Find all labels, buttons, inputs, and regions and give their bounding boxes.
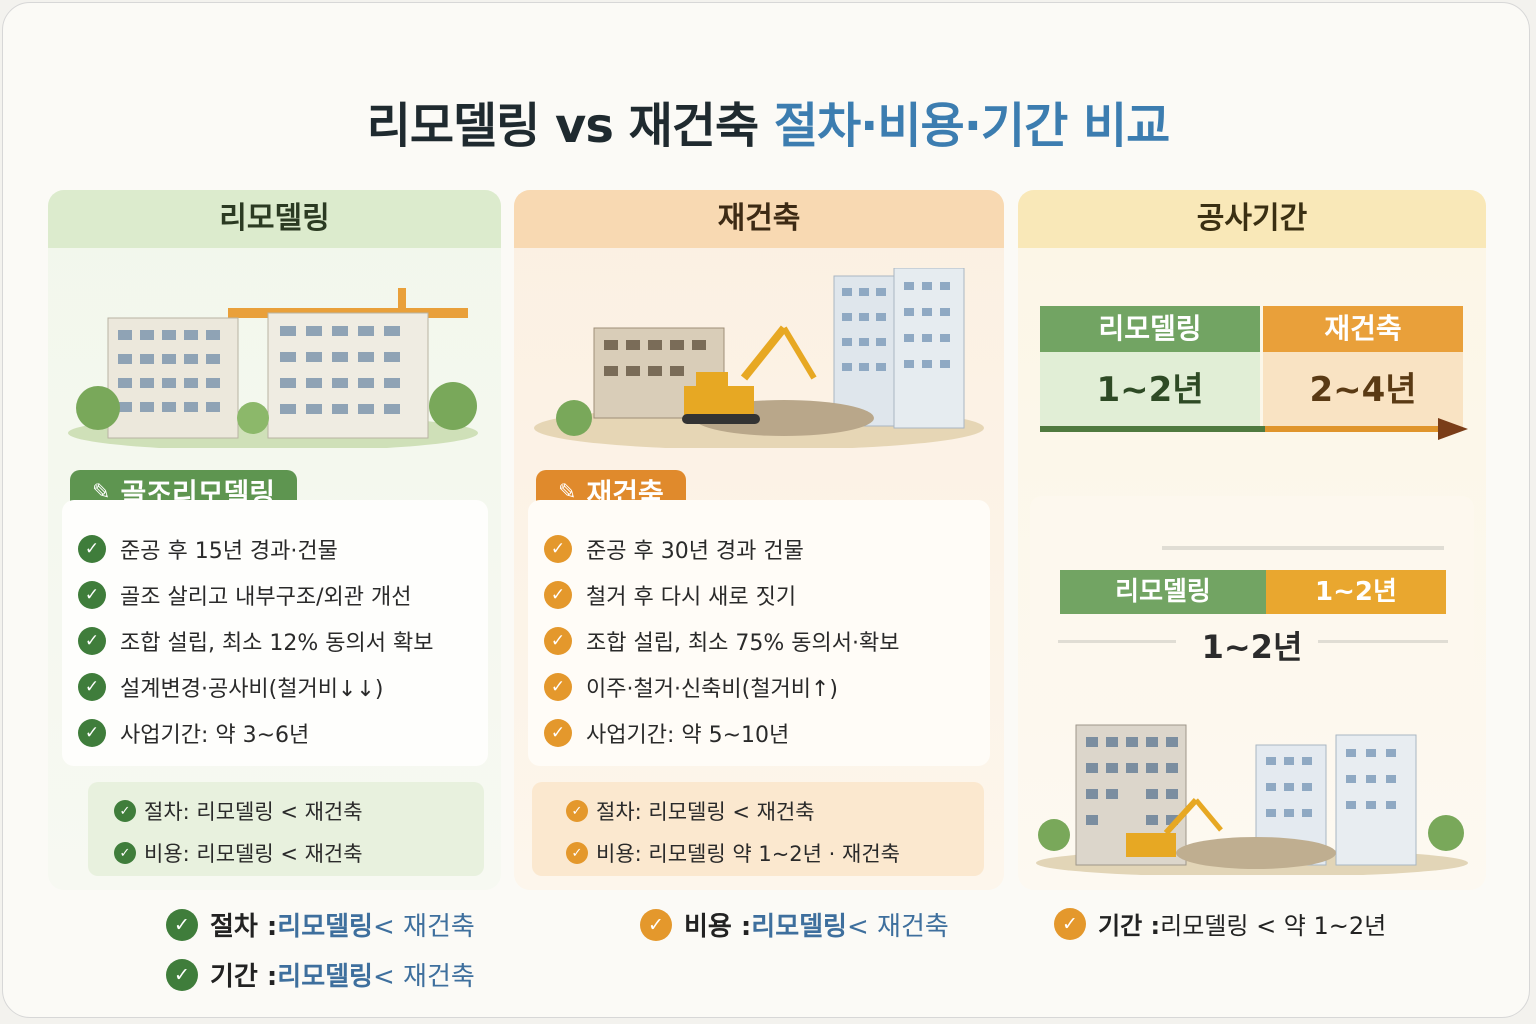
list-item: ✓ 비용: 리모델링 약 1~2년 · 재건축 [566,832,900,874]
check-icon: ✓ [640,908,672,941]
bottom-summary-procedure: ✓ 절차 : 리모델링 < 재건축 [166,906,475,943]
period-header: 공사기간 [1018,190,1486,248]
wrench-icon: ✎ [558,479,577,505]
list-item: ✓ 조합 설립, 최소 12% 동의서 확보 [78,618,434,664]
list-item: ✓ 준공 후 15년 경과·건물 [78,526,434,572]
rebuild-column: 재건축 ✎ 재건축 ✓ 준공 후 30년 경과 건물 ✓ 철거 후 다시 [514,190,1004,890]
check-icon: ✓ [544,673,572,701]
remodel-column: 리모델링 ✎ 골조리모델링 ✓ 준공 후 15년 경과·건물 ✓ 골조 살리고 내부구… [48,190,501,890]
check-icon: ✓ [114,842,136,864]
list-item: ✓ 사업기간: 약 3~6년 [78,710,434,756]
period-illustration [1036,724,1468,875]
check-icon: ✓ [166,908,198,941]
divider [1318,640,1448,643]
list-item: ✓ 사업기간: 약 5~10년 [544,710,900,756]
title-accent: 절차·비용·기간 비교 [773,98,1170,154]
timeline-remodel-label: 리모델링 [1040,306,1260,352]
check-icon: ✓ [78,535,106,563]
mini-total: 1~2년 [1201,628,1303,666]
mini-value: 1~2년 [1266,570,1446,614]
list-item: ✓ 준공 후 30년 경과 건물 [544,526,900,572]
check-icon: ✓ [544,581,572,609]
timeline-rebuild-value: 2~4년 [1309,370,1417,410]
check-icon: ✓ [1054,907,1086,940]
check-icon: ✓ [78,719,106,747]
bottom-summary-cost: ✓ 비용 : 리모델링 < 재건축 [640,906,949,943]
arrow-right-icon [1438,418,1468,440]
mini-period-bar: 리모델링 1~2년 [1060,570,1446,614]
mini-label: 리모델링 [1060,570,1266,614]
rebuild-summary-box [532,782,984,876]
list-item: ✓ 골조 살리고 내부구조/외관 개선 [78,572,434,618]
wrench-icon: ✎ [92,479,111,505]
check-icon: ✓ [78,581,106,609]
title-main: 리모델링 vs 재건축 [366,98,774,154]
remodel-header: 리모델링 [48,190,501,248]
remodel-summary-box [88,782,484,876]
list-item: ✓ 조합 설립, 최소 75% 동의서·확보 [544,618,900,664]
list-item: ✓ 비용: 리모델링 < 재건축 [114,832,363,874]
rebuild-illustration [534,268,984,448]
timeline-rebuild-label: 재건축 [1263,306,1463,352]
timeline-remodel: 리모델링 1~2년 [1040,306,1260,428]
rebuild-header: 재건축 [514,190,1004,248]
rebuild-card [528,500,990,766]
list-item: ✓ 철거 후 다시 새로 짓기 [544,572,900,618]
remodel-illustration [68,288,478,448]
bottom-summary-period: ✓ 기간 : 리모델링 < 약 1~2년 [1054,906,1386,941]
timeline-remodel-value: 1~2년 [1096,370,1204,410]
rebuild-list: ✓ 준공 후 30년 경과 건물 ✓ 철거 후 다시 새로 짓기 ✓ 조합 설립, 최… [544,526,900,756]
check-icon: ✓ [166,958,198,991]
rebuild-summary: ✓ 절차: 리모델링 < 재건축 ✓ 비용: 리모델링 약 1~2년 · 재건축 [566,790,900,874]
check-icon: ✓ [114,800,136,822]
list-item: ✓ 절차: 리모델링 < 재건축 [114,790,363,832]
divider [1058,640,1176,643]
check-icon: ✓ [544,719,572,747]
list-item: ✓ 이주·철거·신축비(철거비↑) [544,664,900,710]
page-title: 리모델링 vs 재건축 절차·비용·기간 비교 [0,86,1536,156]
check-icon: ✓ [78,673,106,701]
check-icon: ✓ [544,627,572,655]
check-icon: ✓ [566,842,588,864]
check-icon: ✓ [544,535,572,563]
list-item: ✓ 설계변경·공사비(철거비↓↓) [78,664,434,710]
bottom-summary-period-2: ✓ 기간 : 리모델링 < 재건축 [166,956,475,993]
timeline-bar [1040,426,1450,432]
list-item: ✓ 절차: 리모델링 < 재건축 [566,790,900,832]
remodel-card [62,500,488,766]
check-icon: ✓ [566,800,588,822]
period-column: 공사기간 리모델링 1~2년 재건축 2~4년 리모델링 1~2년 1~2년 [1018,190,1486,890]
remodel-list: ✓ 준공 후 15년 경과·건물 ✓ 골조 살리고 내부구조/외관 개선 ✓ 조합 설… [78,526,434,756]
check-icon: ✓ [78,627,106,655]
timeline-rebuild: 재건축 2~4년 [1263,306,1463,428]
divider [1162,546,1444,550]
remodel-summary: ✓ 절차: 리모델링 < 재건축 ✓ 비용: 리모델링 < 재건축 [114,790,363,874]
